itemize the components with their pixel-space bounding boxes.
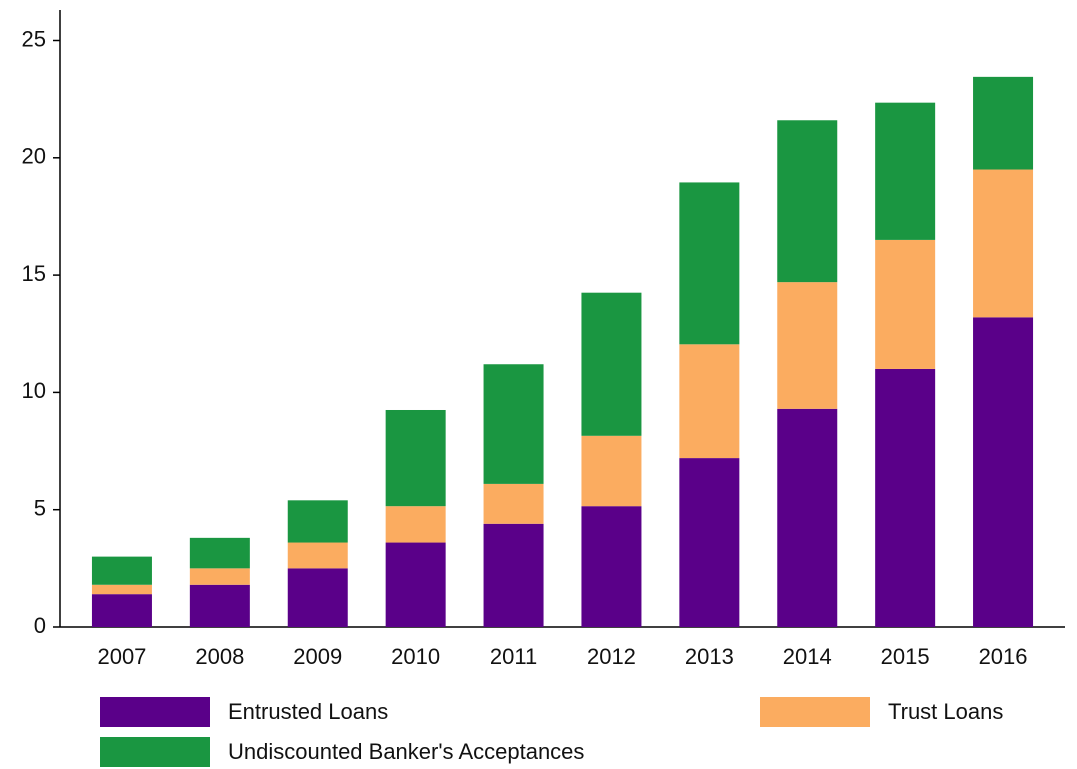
bar-segment — [875, 368, 936, 627]
bar-segment — [581, 506, 642, 627]
bar-segment — [581, 292, 642, 436]
bar-segment — [973, 76, 1034, 170]
y-tick-label: 20 — [22, 144, 46, 169]
bar-segment — [91, 594, 152, 627]
y-tick-label: 10 — [22, 378, 46, 403]
x-tick-label: 2015 — [881, 644, 930, 669]
y-tick-label: 5 — [34, 496, 46, 521]
x-tick-label: 2013 — [685, 644, 734, 669]
bar-segment — [777, 408, 838, 627]
bar-segment — [973, 169, 1034, 318]
y-tick-label: 25 — [22, 26, 46, 51]
bar-segment — [679, 458, 740, 627]
bar-segment — [875, 239, 936, 369]
x-tick-label: 2011 — [490, 644, 537, 669]
bar-segment — [581, 435, 642, 507]
bar-segment — [777, 282, 838, 409]
y-tick-label: 0 — [34, 613, 46, 638]
x-tick-label: 2010 — [391, 644, 440, 669]
legend-label: Undiscounted Banker's Acceptances — [228, 739, 584, 764]
bar-segment — [385, 506, 446, 543]
bar-segment — [875, 102, 936, 240]
x-tick-label: 2009 — [293, 644, 342, 669]
bar-segment — [483, 364, 544, 484]
legend-swatch — [100, 737, 210, 767]
bar-segment — [385, 542, 446, 627]
legend-label: Trust Loans — [888, 699, 1003, 724]
bar-segment — [679, 182, 740, 345]
legend-label: Entrusted Loans — [228, 699, 388, 724]
x-tick-label: 2012 — [587, 644, 636, 669]
bar-segment — [483, 523, 544, 627]
bar-segment — [777, 120, 838, 283]
bar-segment — [189, 584, 250, 627]
x-tick-label: 2008 — [195, 644, 244, 669]
y-tick-label: 15 — [22, 261, 46, 286]
x-tick-label: 2014 — [783, 644, 832, 669]
bar-segment — [91, 556, 152, 585]
bar-segment — [679, 344, 740, 459]
bar-segment — [287, 542, 348, 569]
bar-segment — [189, 568, 250, 585]
bar-segment — [385, 409, 446, 507]
legend-swatch — [100, 697, 210, 727]
bar-segment — [973, 317, 1034, 627]
x-tick-label: 2016 — [979, 644, 1028, 669]
bar-segment — [287, 568, 348, 627]
bar-segment — [483, 483, 544, 524]
bar-segment — [287, 500, 348, 543]
x-tick-label: 2007 — [97, 644, 146, 669]
legend-swatch — [760, 697, 870, 727]
bar-segment — [189, 537, 250, 569]
bar-segment — [91, 584, 152, 595]
